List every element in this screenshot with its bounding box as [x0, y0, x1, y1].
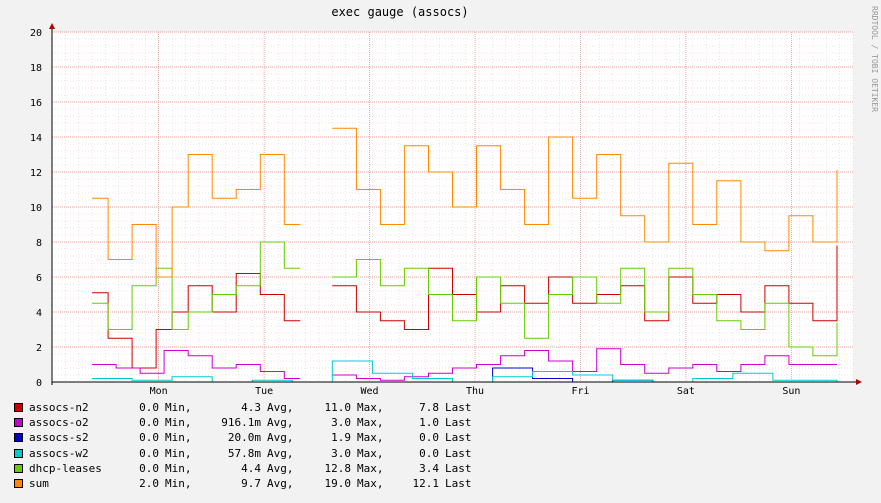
- y-tick-label: 2: [36, 343, 42, 354]
- legend-swatch: [14, 403, 23, 413]
- legend-min-label: Min,: [165, 461, 192, 475]
- y-tick-label: 16: [30, 98, 42, 109]
- legend-row: dhcp-leases 0.0 Min, 4.4 Avg, 12.8 Max, 3.4 Last: [14, 461, 475, 476]
- x-tick-label: Sat: [677, 386, 695, 397]
- legend-last-value: 12.1: [412, 477, 440, 491]
- legend-last-label: Last: [445, 416, 472, 430]
- legend-series-name: assocs-o2: [29, 416, 89, 430]
- legend-min-label: Min,: [165, 477, 192, 491]
- y-tick-label: 4: [36, 308, 42, 319]
- y-tick-label: 18: [30, 63, 42, 74]
- legend-max-label: Max,: [357, 477, 384, 491]
- legend-avg-label: Avg,: [267, 461, 294, 475]
- legend-min-label: Min,: [165, 401, 192, 415]
- legend-swatch: [14, 463, 23, 473]
- legend-series-name: dhcp-leases: [29, 461, 102, 475]
- x-axis-arrow: [856, 379, 862, 385]
- chart-title: exec gauge (assocs): [331, 5, 468, 19]
- legend-last-value: 0.0: [419, 431, 439, 445]
- x-tick-label: Mon: [150, 386, 168, 397]
- legend-swatch: [14, 418, 23, 428]
- legend-avg-value: 4.3: [241, 401, 261, 415]
- axes: 0 2 4 6 8 10 12 14 16 18 20 Mon Tue Wed Thu Fri Sat Sun: [30, 23, 862, 397]
- y-tick-label: 0: [36, 378, 42, 389]
- y-tick-label: 12: [30, 168, 42, 179]
- legend-swatch: [14, 433, 23, 443]
- series-line-sum: [92, 127, 838, 278]
- y-tick-label: 20: [30, 28, 42, 39]
- legend-last-value: 1.0: [419, 416, 439, 430]
- legend-series-name: sum: [29, 477, 49, 491]
- legend-max-label: Max,: [357, 446, 384, 460]
- y-axis-arrow: [49, 23, 55, 29]
- legend-max-label: Max,: [357, 431, 384, 445]
- x-tick-label: Tue: [255, 386, 273, 397]
- legend-avg-label: Avg,: [267, 446, 294, 460]
- legend-min-value: 0.0: [139, 461, 159, 475]
- x-tick-label: Sun: [782, 386, 800, 397]
- watermark: RRDTOOL / TOBI OETIKER: [870, 6, 879, 112]
- legend-series-name: assocs-n2: [29, 401, 89, 415]
- legend-max-value: 19.0: [324, 477, 352, 491]
- legend-avg-value: 916.1m: [221, 416, 261, 430]
- legend-row: assocs-n2 0.0 Min, 4.3 Avg, 11.0 Max, 7.8 Last: [14, 400, 475, 415]
- x-tick-label: Thu: [466, 386, 484, 397]
- legend-row: assocs-s2 0.0 Min, 20.0m Avg, 1.9 Max, 0.0 Last: [14, 430, 475, 445]
- legend-min-value: 0.0: [139, 416, 159, 430]
- legend-avg-label: Avg,: [267, 477, 294, 491]
- legend-series-name: assocs-w2: [29, 446, 89, 460]
- legend-swatch: [14, 448, 23, 458]
- legend-row: sum 2.0 Min, 9.7 Avg, 19.0 Max, 12.1 Last: [14, 476, 475, 491]
- legend-last-value: 7.8: [419, 401, 439, 415]
- legend-swatch: [14, 479, 23, 489]
- legend-min-label: Min,: [165, 416, 192, 430]
- legend-max-label: Max,: [357, 416, 384, 430]
- legend: assocs-n2 0.0 Min, 4.3 Avg, 11.0 Max, 7.8 Last as…: [14, 400, 475, 491]
- legend-avg-value: 4.4: [241, 461, 261, 475]
- legend-avg-value: 9.7: [241, 477, 261, 491]
- legend-max-label: Max,: [357, 461, 384, 475]
- legend-avg-value: 57.8m: [227, 446, 261, 460]
- y-tick-label: 8: [36, 238, 42, 249]
- legend-avg-label: Avg,: [267, 401, 294, 415]
- legend-min-value: 0.0: [139, 401, 159, 415]
- legend-max-label: Max,: [357, 401, 384, 415]
- legend-max-value: 3.0: [331, 446, 351, 460]
- legend-min-value: 0.0: [139, 446, 159, 460]
- legend-last-value: 3.4: [419, 461, 439, 475]
- legend-min-value: 2.0: [139, 477, 159, 491]
- legend-avg-label: Avg,: [267, 416, 294, 430]
- legend-last-label: Last: [445, 446, 472, 460]
- legend-max-value: 1.9: [331, 431, 351, 445]
- legend-min-label: Min,: [165, 446, 192, 460]
- legend-avg-label: Avg,: [267, 431, 294, 445]
- legend-row: assocs-o2 0.0 Min, 916.1m Avg, 3.0 Max, 1.0 Last: [14, 415, 475, 430]
- legend-max-value: 12.8: [324, 461, 352, 475]
- legend-max-value: 3.0: [331, 416, 351, 430]
- legend-last-label: Last: [445, 477, 472, 491]
- legend-last-value: 0.0: [419, 446, 439, 460]
- legend-avg-value: 20.0m: [227, 431, 261, 445]
- y-tick-label: 6: [36, 273, 42, 284]
- legend-last-label: Last: [445, 461, 472, 475]
- y-tick-label: 10: [30, 203, 42, 214]
- legend-series-name: assocs-s2: [29, 431, 89, 445]
- legend-max-value: 11.0: [324, 401, 352, 415]
- legend-min-label: Min,: [165, 431, 192, 445]
- x-tick-label: Wed: [360, 386, 378, 397]
- legend-min-value: 0.0: [139, 431, 159, 445]
- legend-last-label: Last: [445, 401, 472, 415]
- series-line-dhcp-leases: [92, 241, 838, 357]
- x-tick-label: Fri: [571, 386, 589, 397]
- legend-row: assocs-w2 0.0 Min, 57.8m Avg, 3.0 Max, 0.0 Last: [14, 446, 475, 461]
- legend-last-label: Last: [445, 431, 472, 445]
- y-tick-label: 14: [30, 133, 42, 144]
